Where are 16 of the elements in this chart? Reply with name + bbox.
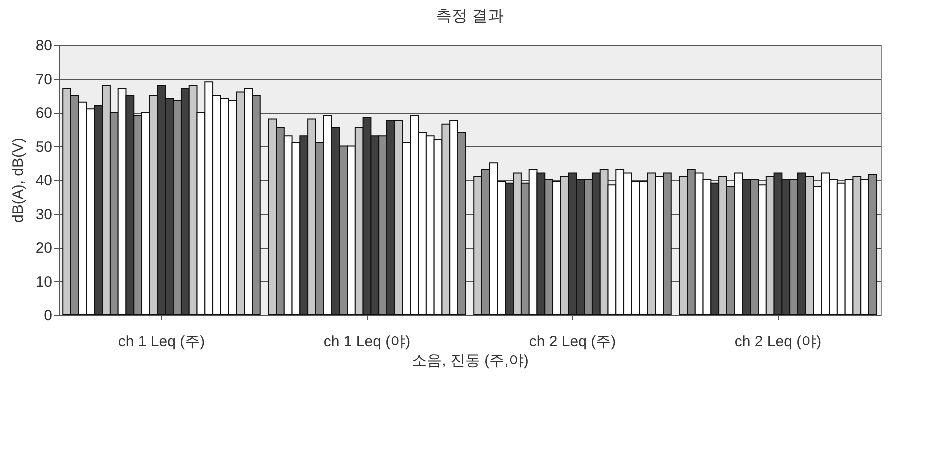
y-tick-label: 40 bbox=[36, 172, 52, 190]
x-tick-label: ch 1 Leq (주) bbox=[118, 334, 206, 350]
x-tick-label: ch 1 Leq (야) bbox=[324, 334, 411, 350]
y-tick-label: 20 bbox=[36, 240, 52, 257]
y-tick-label: 80 bbox=[36, 38, 52, 54]
y-tick-label: 60 bbox=[36, 105, 52, 122]
x-axis-title: 소음, 진동 (주,야) bbox=[412, 352, 529, 370]
y-axis-title: dB(A), dB(V) bbox=[10, 138, 27, 224]
x-tick-label: ch 2 Leq (야) bbox=[734, 334, 822, 350]
y-tick-label: 30 bbox=[36, 206, 52, 224]
y-tick-label: 0 bbox=[44, 308, 52, 324]
y-tick-label: 50 bbox=[36, 138, 52, 156]
y-tick-label: 10 bbox=[36, 274, 52, 291]
y-tick-label: 70 bbox=[36, 71, 52, 88]
chart-title: 측정 결과 bbox=[436, 8, 504, 25]
x-tick-label: ch 2 Leq (주) bbox=[529, 334, 616, 350]
